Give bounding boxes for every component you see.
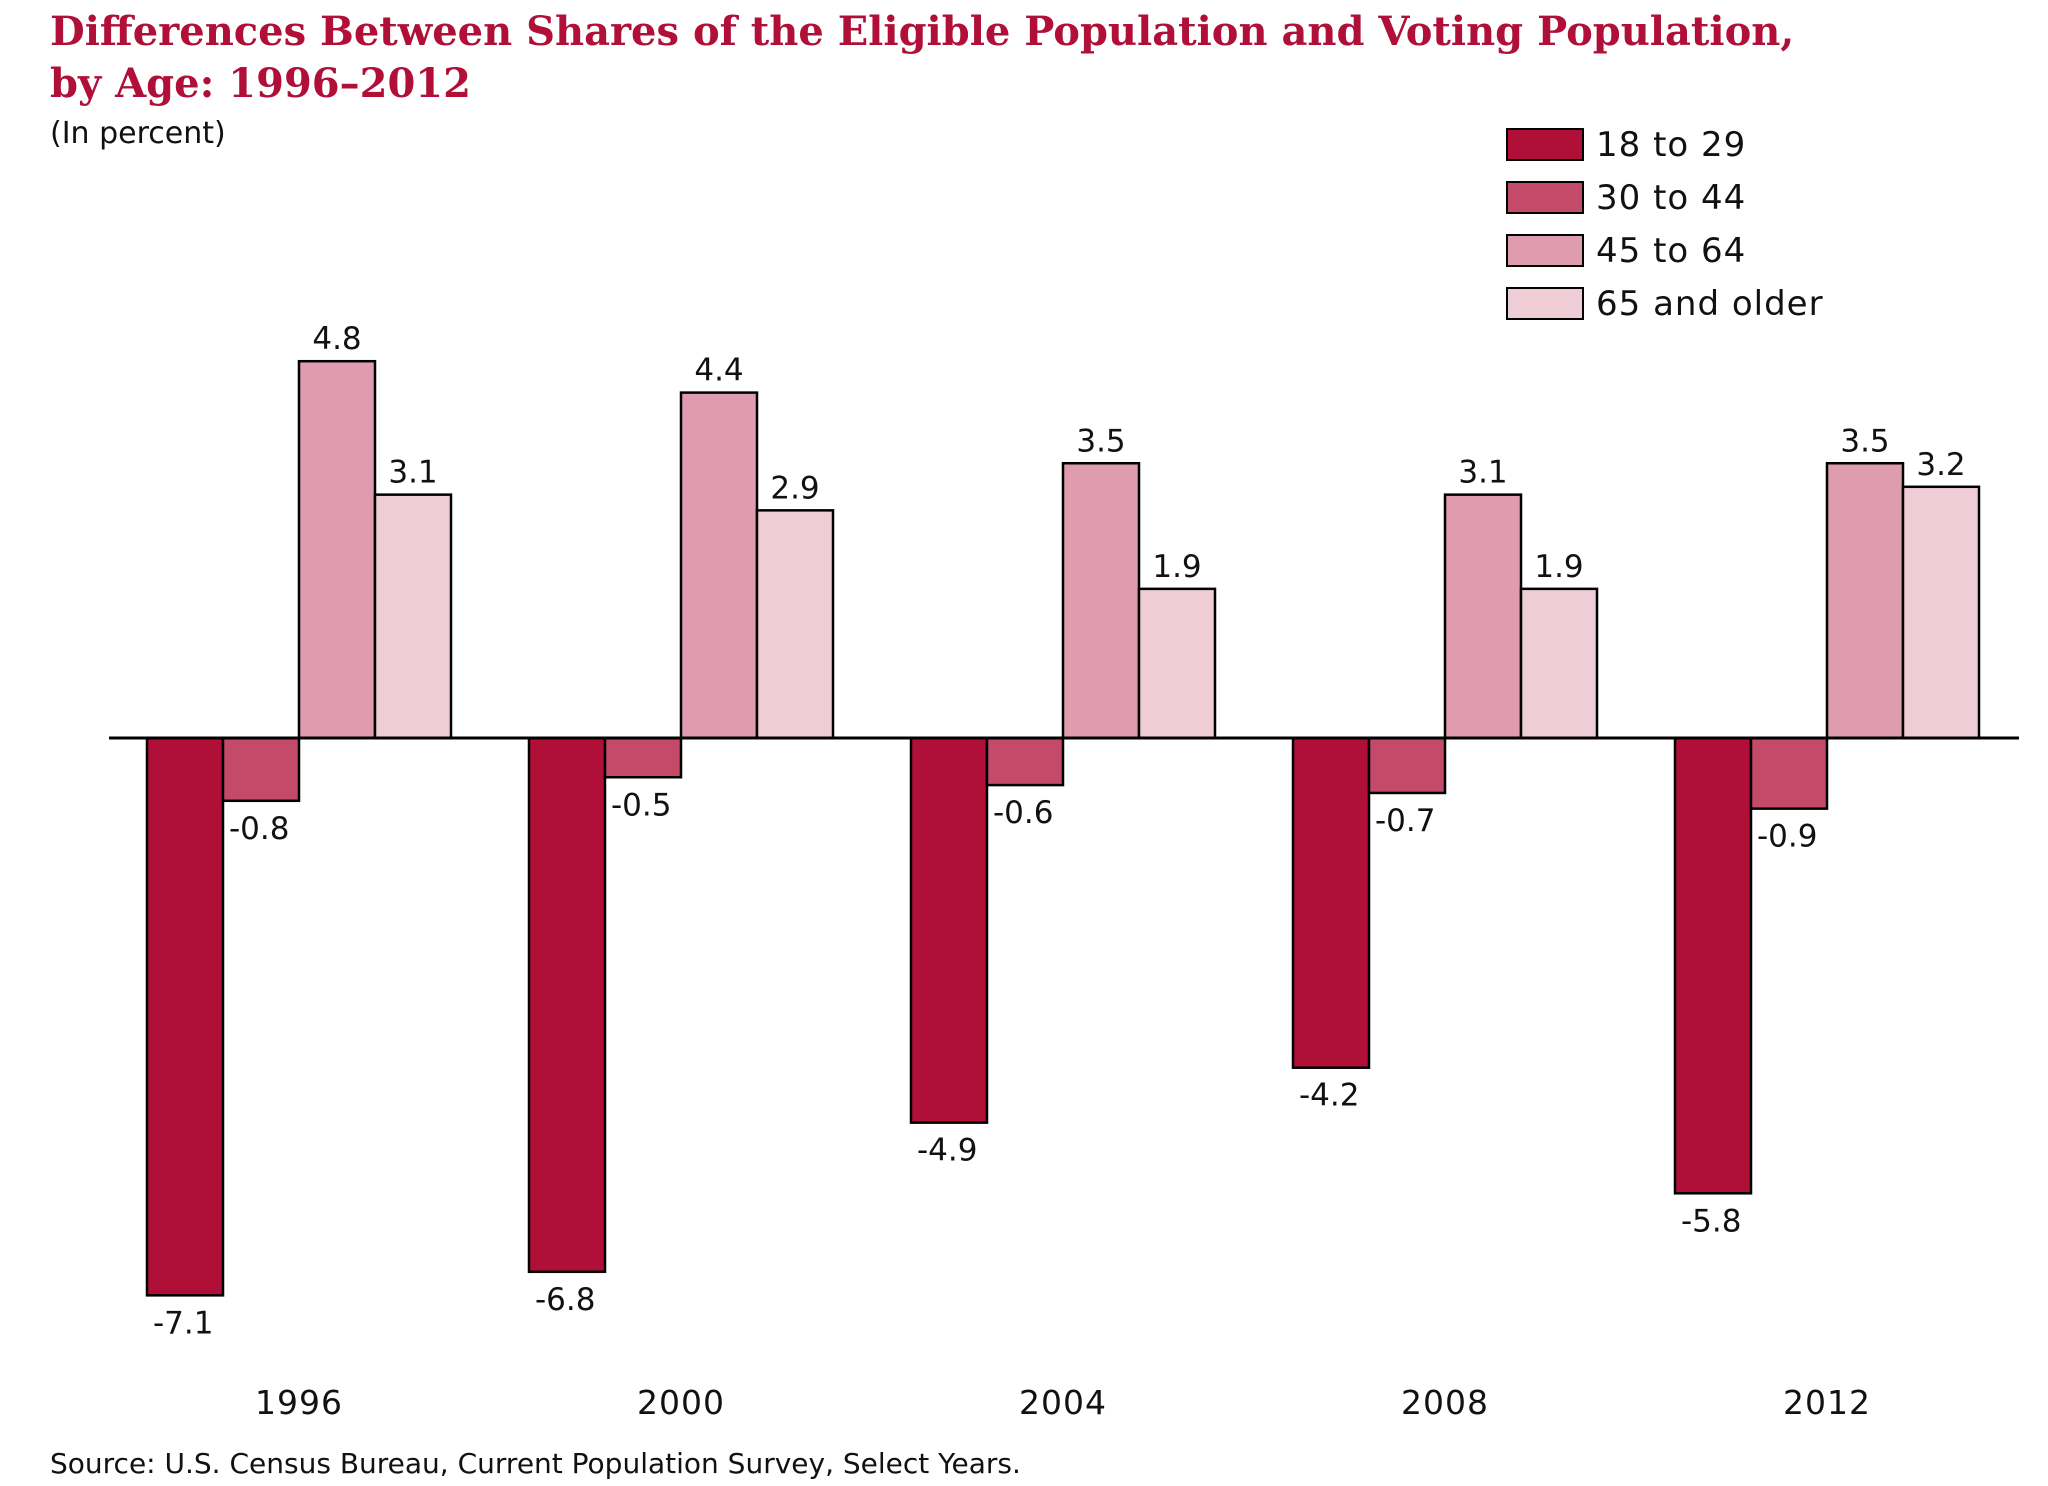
legend: 18 to 29 30 to 44 45 to 64 65 and older bbox=[1506, 118, 1824, 330]
legend-swatch bbox=[1506, 181, 1584, 214]
bar-group-2008: -4.2 -0.7 3.1 1.9 bbox=[1291, 455, 1599, 1114]
data-label: 4.4 bbox=[694, 353, 743, 389]
bar bbox=[755, 509, 835, 740]
bar bbox=[297, 359, 377, 740]
data-label: 1.9 bbox=[1152, 549, 1201, 585]
bar bbox=[1291, 736, 1371, 1069]
bar bbox=[1367, 736, 1447, 795]
bar bbox=[1749, 736, 1829, 810]
data-label: 3.1 bbox=[1458, 455, 1507, 491]
data-label: -0.6 bbox=[993, 795, 1054, 831]
bar-group-2012: -5.8 -0.9 3.5 3.2 bbox=[1673, 423, 1981, 1239]
bar bbox=[527, 736, 607, 1274]
bar bbox=[679, 391, 759, 740]
bar bbox=[373, 493, 453, 740]
data-label: 3.5 bbox=[1840, 423, 1889, 459]
data-label: -6.8 bbox=[535, 1282, 596, 1318]
data-label: 3.5 bbox=[1076, 423, 1125, 459]
data-label: -0.9 bbox=[1757, 819, 1818, 855]
data-label: -0.5 bbox=[611, 787, 672, 823]
bar bbox=[909, 736, 989, 1124]
legend-label: 45 to 64 bbox=[1596, 230, 1747, 271]
bar-group-2004: -4.9 -0.6 3.5 1.9 bbox=[909, 423, 1217, 1169]
data-label: 3.2 bbox=[1916, 447, 1965, 483]
legend-label: 30 to 44 bbox=[1596, 177, 1747, 218]
chart-title: Differences Between Shares of the Eligib… bbox=[50, 6, 1794, 110]
bar bbox=[1443, 493, 1523, 740]
bar bbox=[985, 736, 1065, 787]
data-label: 1.9 bbox=[1534, 549, 1583, 585]
source-note: Source: U.S. Census Bureau, Current Popu… bbox=[50, 1447, 1021, 1480]
bar bbox=[1061, 462, 1141, 740]
legend-item-65-and-older: 65 and older bbox=[1506, 277, 1824, 330]
legend-item-18-to-29: 18 to 29 bbox=[1506, 118, 1824, 171]
data-label: -7.1 bbox=[153, 1305, 214, 1341]
data-label: 4.8 bbox=[312, 321, 361, 357]
data-label: -5.8 bbox=[1681, 1203, 1742, 1239]
bar bbox=[1901, 485, 1981, 740]
bar-group-2000: -6.8 -0.5 4.4 2.9 bbox=[527, 353, 835, 1318]
x-tick-label: 2004 bbox=[1019, 1383, 1107, 1422]
x-tick-label: 1996 bbox=[255, 1383, 343, 1422]
legend-label: 65 and older bbox=[1596, 283, 1824, 324]
bar bbox=[1825, 462, 1905, 740]
x-tick-label: 2012 bbox=[1783, 1383, 1871, 1422]
bar bbox=[603, 736, 683, 779]
data-label: -4.2 bbox=[1299, 1078, 1360, 1114]
bar bbox=[1673, 736, 1753, 1195]
data-label: -0.7 bbox=[1375, 803, 1436, 839]
chart-title-line-2: by Age: 1996–2012 bbox=[50, 60, 471, 107]
legend-swatch bbox=[1506, 287, 1584, 320]
legend-label: 18 to 29 bbox=[1596, 124, 1747, 165]
legend-item-45-to-64: 45 to 64 bbox=[1506, 224, 1824, 277]
bar bbox=[221, 736, 301, 803]
bar bbox=[145, 736, 225, 1297]
bar bbox=[1137, 587, 1217, 740]
data-label: 2.9 bbox=[770, 470, 819, 506]
legend-item-30-to-44: 30 to 44 bbox=[1506, 171, 1824, 224]
chart-title-line-1: Differences Between Shares of the Eligib… bbox=[50, 8, 1795, 55]
data-label: -4.9 bbox=[917, 1133, 978, 1169]
data-label: 3.1 bbox=[388, 455, 437, 491]
legend-swatch bbox=[1506, 128, 1584, 161]
chart-subtitle: (In percent) bbox=[50, 116, 226, 151]
x-tick-label: 2008 bbox=[1401, 1383, 1489, 1422]
bar-group-1996: -7.1 -0.8 4.8 3.1 bbox=[145, 321, 453, 1341]
bar bbox=[1519, 587, 1599, 740]
legend-swatch bbox=[1506, 234, 1584, 267]
x-tick-label: 2000 bbox=[637, 1383, 725, 1422]
data-label: -0.8 bbox=[229, 811, 290, 847]
